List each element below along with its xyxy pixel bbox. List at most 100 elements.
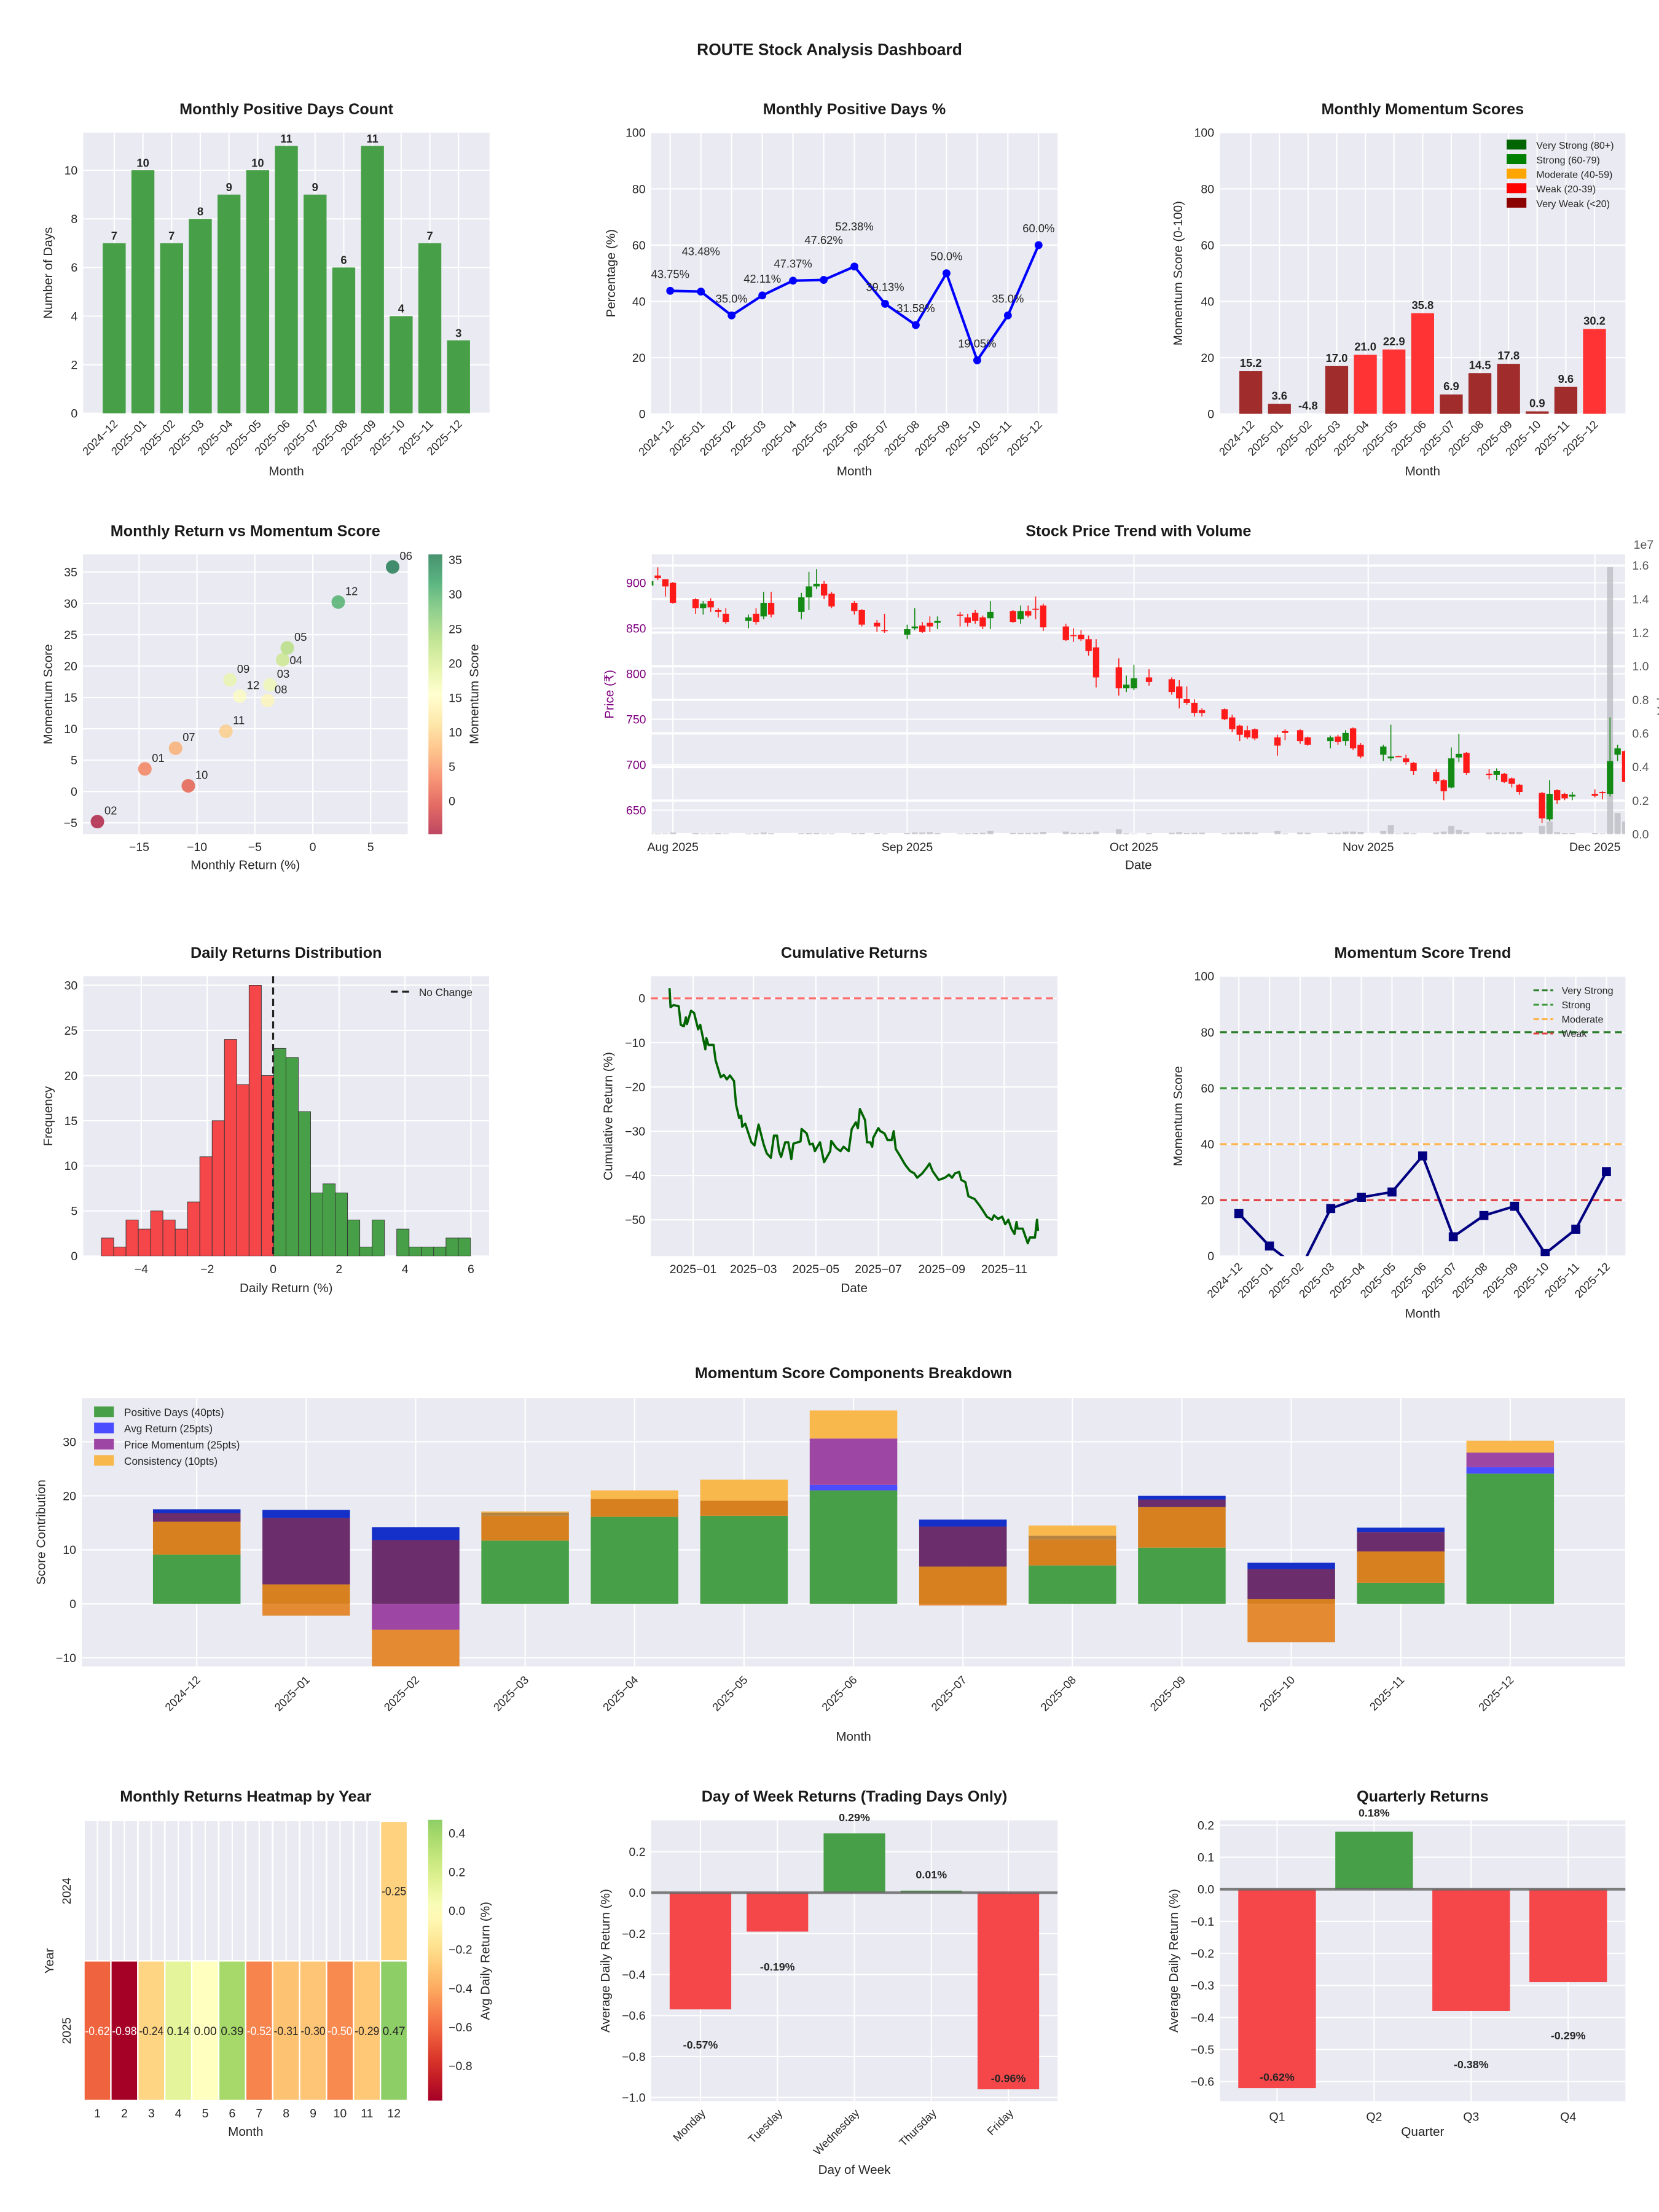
volume-bar bbox=[1176, 832, 1183, 834]
y-tick-label: 10 bbox=[64, 723, 77, 736]
candle-down bbox=[1032, 596, 1039, 619]
heatmap-cell-value: -0.62 bbox=[85, 2025, 109, 2038]
y-axis-label: Percentage (%) bbox=[604, 229, 618, 318]
x-tick-label: Aug 2025 bbox=[647, 841, 699, 854]
scatter-point bbox=[261, 694, 275, 708]
volume-bar bbox=[1236, 832, 1243, 834]
candle-body bbox=[1085, 639, 1092, 651]
legend-swatch bbox=[94, 1438, 114, 1450]
candle-up bbox=[1380, 745, 1387, 761]
y-tick-label: 100 bbox=[626, 127, 646, 140]
y-axis-label: Average Daily Return (%) bbox=[1167, 1889, 1181, 2033]
x-tick-label: 4 bbox=[175, 2107, 182, 2120]
y-tick-label: 35 bbox=[64, 566, 77, 579]
bar-value-label: 3.6 bbox=[1271, 389, 1287, 402]
candle-body bbox=[881, 630, 888, 632]
candle-body bbox=[1561, 793, 1568, 799]
histogram-bin bbox=[285, 1057, 299, 1257]
candle-up bbox=[1131, 664, 1137, 691]
bar-segment bbox=[809, 1484, 898, 1491]
plot-content bbox=[1239, 313, 1606, 414]
candle-body bbox=[1403, 758, 1410, 763]
candle-down bbox=[828, 592, 835, 608]
candle-body bbox=[987, 611, 994, 619]
candle-down bbox=[1229, 715, 1236, 732]
x-axis-label: Month bbox=[228, 2125, 263, 2139]
colorbar-tick-label: 0.2 bbox=[449, 1866, 465, 1880]
histogram-bin bbox=[248, 985, 262, 1257]
y-tick-label: 0 bbox=[638, 992, 645, 1006]
y-tick-label: 20 bbox=[65, 1069, 78, 1083]
bar-value-label: 14.5 bbox=[1469, 358, 1491, 371]
y-tick-label: 0 bbox=[71, 1250, 77, 1263]
y-tick-label: 100 bbox=[1194, 970, 1215, 984]
volume-bar bbox=[964, 833, 971, 834]
volume-bar bbox=[911, 832, 918, 834]
y-tick-label: 15 bbox=[64, 691, 77, 705]
x-tick-label: Nov 2025 bbox=[1343, 841, 1394, 854]
heatmap-cell bbox=[245, 1960, 273, 2101]
candle-up bbox=[911, 608, 918, 630]
candle-body bbox=[651, 581, 654, 586]
stacked-bar-2025-10 bbox=[1247, 1563, 1335, 1642]
x-tick-label: Oct 2025 bbox=[1110, 841, 1158, 854]
candle-down bbox=[767, 592, 775, 618]
candle-body bbox=[1092, 647, 1100, 678]
candle-down bbox=[1062, 624, 1069, 641]
volume-bar bbox=[1146, 833, 1152, 834]
x-tick-label: 9 bbox=[310, 2107, 316, 2120]
candle-down bbox=[1410, 762, 1417, 775]
legend: Very Strong (80+) Strong (60-79) Moderate … bbox=[1507, 139, 1614, 210]
volume-tick-label: 1.2 bbox=[1632, 627, 1649, 640]
bar-segment bbox=[481, 1540, 569, 1604]
bar-value-label: 15.2 bbox=[1240, 356, 1262, 369]
bar-value-label: 11 bbox=[280, 132, 292, 145]
candle-body bbox=[1017, 611, 1024, 619]
bar-value-label: 21.0 bbox=[1354, 340, 1376, 353]
candle-up bbox=[651, 581, 654, 586]
bar-2025-01 bbox=[1268, 404, 1291, 414]
x-tick-label: Q4 bbox=[1560, 2111, 1576, 2124]
y-axis-label: Frequency bbox=[41, 1086, 55, 1146]
y-tick-label: 6 bbox=[71, 261, 77, 275]
bar-value-label: 22.9 bbox=[1383, 335, 1405, 348]
candle-body bbox=[1456, 753, 1462, 758]
heatmap-cell-value: 0.39 bbox=[221, 2025, 243, 2038]
plot-content bbox=[651, 1833, 1058, 2090]
candle-body bbox=[1078, 634, 1084, 640]
candle-body bbox=[1032, 608, 1039, 610]
bar-value-label: 4 bbox=[398, 302, 405, 315]
bar-segment bbox=[590, 1490, 679, 1499]
candle-down bbox=[1357, 743, 1364, 759]
candle-down bbox=[1078, 630, 1084, 641]
candle-body bbox=[851, 603, 858, 611]
candle-body bbox=[1599, 792, 1606, 793]
candle-down bbox=[1040, 603, 1046, 631]
volume-tick-label: 0.4 bbox=[1632, 761, 1649, 774]
bar-segment bbox=[481, 1511, 569, 1513]
volume-bar bbox=[768, 833, 774, 834]
legend-label: Price Momentum (25pts) bbox=[124, 1438, 240, 1451]
bar-segment bbox=[1357, 1582, 1445, 1604]
volume-bar bbox=[1403, 832, 1410, 834]
candle-body bbox=[1244, 730, 1251, 738]
y-axis-label: Momentum Score bbox=[1171, 1066, 1185, 1166]
volume-axis-label: Volume bbox=[1655, 673, 1659, 715]
y-tick-label: 20 bbox=[1201, 1194, 1214, 1207]
stacked-bar-2025-01 bbox=[262, 1510, 350, 1616]
bar-segment bbox=[1138, 1499, 1226, 1507]
bar-2025-06 bbox=[1411, 313, 1434, 414]
x-tick-label: 12 bbox=[387, 2107, 401, 2120]
candle-body bbox=[1145, 677, 1153, 682]
colorbar-tick-label: 20 bbox=[449, 657, 462, 670]
bar-2025-07 bbox=[304, 194, 327, 414]
plot-content bbox=[1220, 1831, 1626, 2088]
volume-bar bbox=[957, 833, 963, 834]
bar-value-label: 17.0 bbox=[1326, 351, 1348, 364]
heatmap-cell-value: -0.52 bbox=[247, 2025, 272, 2038]
y-tick-label: 0.2 bbox=[1198, 1819, 1214, 1832]
stacked-bar-2025-11 bbox=[1357, 1528, 1445, 1604]
volume-bar bbox=[1350, 831, 1357, 834]
x-axis-label: Date bbox=[1125, 858, 1152, 872]
